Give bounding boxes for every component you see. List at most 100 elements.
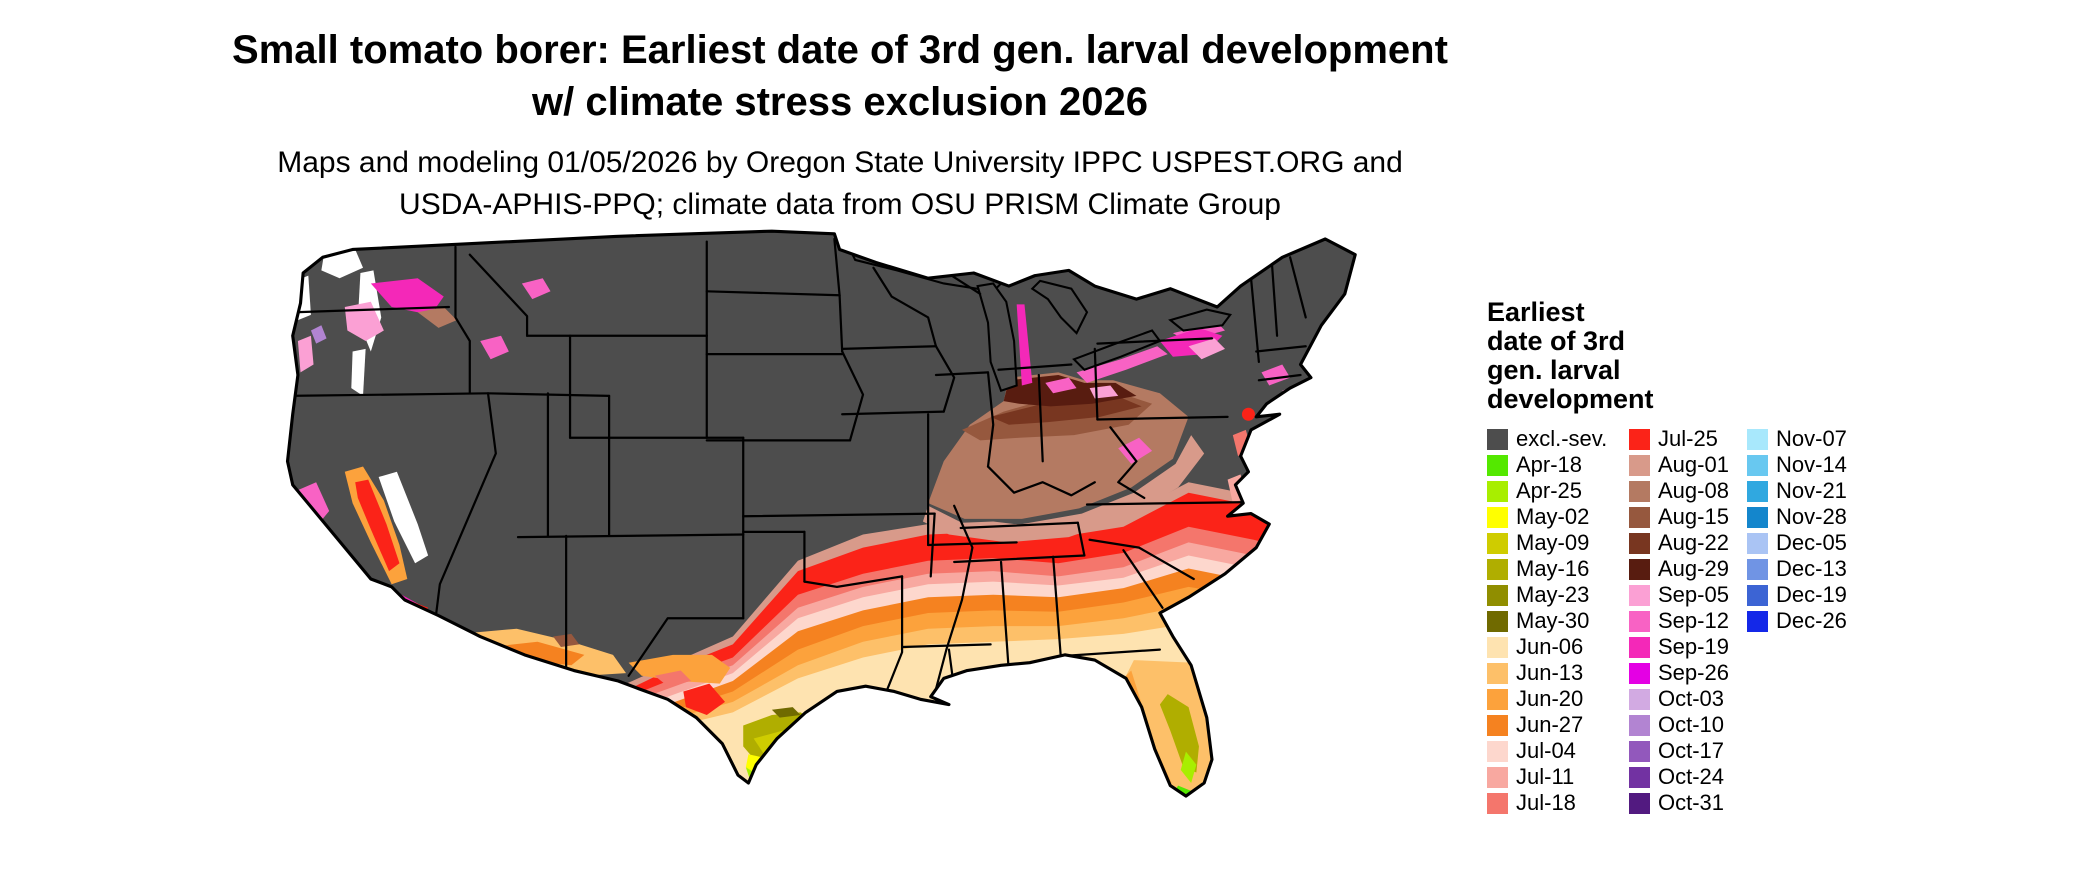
legend-swatch: [1629, 454, 1650, 476]
us-map: [225, 205, 1475, 885]
legend-label: Oct-10: [1658, 712, 1725, 737]
big-bend-red: [683, 683, 725, 715]
region-aug-29: [1003, 375, 1137, 407]
legend-label: May-02: [1516, 504, 1590, 529]
nyc-red-dot: [1241, 407, 1255, 421]
legend-label: Dec-19: [1776, 582, 1847, 607]
legend-swatch: [1487, 506, 1508, 528]
appalachia-magenta: [1118, 437, 1153, 464]
legend-swatch: [1629, 740, 1650, 762]
legend-swatch: [1629, 610, 1650, 632]
legend-label: Aug-08: [1658, 478, 1729, 503]
legend-label: Dec-05: [1776, 530, 1847, 555]
legend-label: Oct-17: [1658, 738, 1725, 763]
legend-swatch: [1487, 480, 1508, 502]
legend-entry: excl.-sev.: [1487, 426, 1629, 452]
legend-columns: excl.-sev. Apr-18 Apr-25 May-02 May-09 M…: [1487, 426, 1897, 816]
legend-entry: Nov-21: [1747, 478, 1897, 504]
legend-entry: Aug-08: [1629, 478, 1747, 504]
map-title-line1: Small tomato borer: Earliest date of 3rd…: [232, 28, 1448, 72]
legend-entry: Sep-19: [1629, 634, 1747, 660]
speck-sep-12: [1045, 377, 1077, 394]
stx-may30: [771, 707, 801, 718]
legend-entry: Nov-07: [1747, 426, 1897, 452]
legend-label: Jul-25: [1658, 426, 1718, 451]
legend-label: May-30: [1516, 608, 1590, 633]
legend-entry: Sep-26: [1629, 660, 1747, 686]
legend-swatch: [1487, 662, 1508, 684]
legend-entry: Nov-14: [1747, 452, 1897, 478]
legend-label: Sep-26: [1658, 660, 1729, 685]
legend-entry: Jul-25: [1629, 426, 1747, 452]
legend-swatch: [1487, 428, 1508, 450]
sierra-white: [378, 471, 429, 564]
legend-column-2: Jul-25 Aug-01 Aug-08 Aug-15 Aug-22 Aug-2…: [1629, 426, 1747, 816]
new-england-magenta: [1261, 364, 1291, 386]
legend-swatch: [1487, 558, 1508, 580]
legend-label: Sep-05: [1658, 582, 1729, 607]
legend-entry: May-30: [1487, 608, 1629, 634]
state-borders: [287, 237, 1307, 696]
legend-swatch: [1747, 480, 1768, 502]
legend-label: Sep-12: [1658, 608, 1729, 633]
legend-label: Oct-03: [1658, 686, 1725, 711]
legend-label: Oct-24: [1658, 764, 1725, 789]
legend-label: Aug-01: [1658, 452, 1729, 477]
legend-entry: Aug-29: [1629, 556, 1747, 582]
legend-label: Jun-27: [1516, 712, 1584, 737]
legend-swatch: [1747, 454, 1768, 476]
legend-label: Nov-28: [1776, 504, 1847, 529]
legend-swatch: [1747, 558, 1768, 580]
az-orange: [490, 641, 585, 666]
legend-label: May-09: [1516, 530, 1590, 555]
legend-label: Jul-04: [1516, 738, 1576, 763]
legend-label: Sep-19: [1658, 634, 1729, 659]
map-subtitle-line1: Maps and modeling 01/05/2026 by Oregon S…: [277, 146, 1403, 179]
legend-entry: May-02: [1487, 504, 1629, 530]
legend-swatch: [1747, 610, 1768, 632]
map-color-regions: [287, 231, 1356, 797]
legend-entry: Sep-05: [1629, 582, 1747, 608]
legend-entry: May-16: [1487, 556, 1629, 582]
legend-entry: May-09: [1487, 530, 1629, 556]
header: Small tomato borer: Earliest date of 3rd…: [0, 24, 1680, 226]
legend-swatch: [1487, 610, 1508, 632]
legend-entry: Dec-05: [1747, 530, 1897, 556]
legend-entry: Jul-04: [1487, 738, 1629, 764]
legend-entry: Jul-18: [1487, 790, 1629, 816]
legend-title-line: Earliest: [1487, 297, 1585, 327]
legend-label: excl.-sev.: [1516, 426, 1608, 451]
legend-swatch: [1629, 766, 1650, 788]
map-subtitle: Maps and modeling 01/05/2026 by Oregon S…: [0, 142, 1680, 226]
legend-entry: Jun-13: [1487, 660, 1629, 686]
florida-yellow-green: [1180, 751, 1197, 783]
florida-olive-center: [1159, 694, 1199, 773]
legend-swatch: [1487, 792, 1508, 814]
legend-swatch: [1487, 454, 1508, 476]
lake-ontario: [1168, 308, 1233, 332]
legend-label: Jun-06: [1516, 634, 1584, 659]
legend-label: May-16: [1516, 556, 1590, 581]
legend-entry: Oct-24: [1629, 764, 1747, 790]
legend-entry: Jun-06: [1487, 634, 1629, 660]
legend-swatch: [1629, 532, 1650, 554]
legend-entry: May-23: [1487, 582, 1629, 608]
map-subtitle-line2: USDA-APHIS-PPQ; climate data from OSU PR…: [399, 188, 1281, 221]
legend-swatch: [1629, 558, 1650, 580]
legend-entry: Jun-20: [1487, 686, 1629, 712]
eastern-brown-region: [922, 372, 1205, 543]
legend-label: Aug-29: [1658, 556, 1729, 581]
legend-title-line: development: [1487, 384, 1654, 414]
legend-swatch: [1629, 714, 1650, 736]
legend-swatch: [1747, 428, 1768, 450]
lake-michigan-shore-sliver: [1016, 304, 1033, 386]
legend-entry: Oct-03: [1629, 686, 1747, 712]
lake-huron: [1030, 279, 1089, 335]
legend-label: Jul-18: [1516, 790, 1576, 815]
puget-white: [321, 249, 364, 279]
legend-column-3: Nov-07 Nov-14 Nov-21 Nov-28 Dec-05 Dec-1…: [1747, 426, 1897, 816]
or-coast-pink: [297, 335, 314, 373]
legend-entry: Oct-17: [1629, 738, 1747, 764]
legend-label: Jul-11: [1516, 764, 1575, 789]
legend-swatch: [1487, 584, 1508, 606]
